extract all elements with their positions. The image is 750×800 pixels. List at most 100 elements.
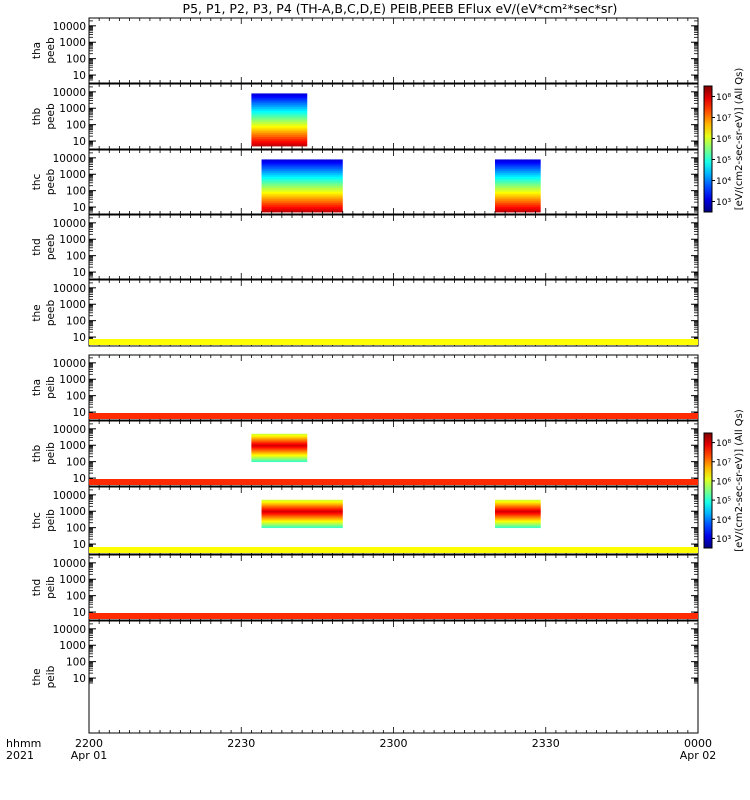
spectrogram-band (251, 121, 308, 124)
spectrogram-band (261, 185, 343, 188)
spectrogram-band (251, 457, 308, 460)
spectrogram-band (495, 499, 541, 502)
y-tick-label: 10 (73, 407, 86, 419)
spectrogram-band (251, 127, 308, 130)
spectrogram-band (495, 176, 541, 179)
spectrogram-band (251, 104, 308, 107)
spectrogram-band (261, 522, 343, 525)
spectrogram-band (495, 504, 541, 507)
panel-thd-peib: 10 100 1000 10000 thd peib (31, 554, 699, 621)
y-tick-label: 10 (73, 202, 86, 214)
y-tick-label: 100 (66, 657, 86, 669)
spectrogram-band (261, 198, 343, 202)
spectrogram-band (495, 165, 541, 168)
spectrogram-band (495, 191, 541, 194)
spectrogram-band (251, 455, 308, 458)
spectrogram-band (251, 93, 308, 96)
spectrogram-band (261, 516, 343, 519)
spectrogram-band (261, 208, 343, 211)
spectrogram-band (251, 434, 308, 437)
spectrogram-band (261, 195, 343, 198)
spectrogram-band (251, 449, 308, 452)
colorbar-gradient (703, 432, 713, 549)
spectrogram-band (251, 140, 308, 143)
panel-product-label: peeb (45, 234, 57, 261)
spectrogram-band (251, 448, 308, 451)
y-tick-label: 100 (66, 54, 86, 66)
panel-frame (88, 620, 699, 734)
chart-title: P5, P1, P2, P3, P4 (TH-A,B,C,D,E) PEIB,P… (183, 1, 618, 16)
spectrogram-block-thb-peeb-0 (251, 93, 308, 147)
colorbar-1: 10³ 10⁴ 10⁵ 10⁶ 10⁷ 10⁸ [eV/(cm2-sec-sr-eV)] (… (703, 409, 745, 552)
spectrogram-band (261, 189, 343, 192)
spectrogram-band (495, 511, 541, 514)
spectrogram-band (251, 440, 308, 443)
x-tick-label: 2230 (227, 737, 255, 750)
colorbar-tick-label: 10⁵ (716, 156, 731, 166)
y-tick-label: 10000 (53, 558, 86, 570)
colorbar-label: [eV/(cm2-sec-sr-eV)] (All Qs) (734, 68, 745, 211)
panel-probe-label: tha (31, 42, 43, 59)
spectrogram-band (495, 519, 541, 522)
spectrogram-band (261, 505, 343, 508)
y-tick-label: 10000 (53, 87, 86, 99)
y-tick-label: 1000 (59, 103, 86, 115)
spectrogram-band (495, 163, 541, 166)
spectrogram-band (261, 172, 343, 175)
spectrogram-band (251, 453, 308, 456)
status-bar-red (89, 479, 698, 485)
spectrogram-band (495, 208, 541, 211)
spectrogram-band (261, 504, 343, 507)
spectrogram-band (495, 161, 541, 164)
x-tick-label: 2200 (75, 737, 103, 750)
spectrogram-band (261, 518, 343, 521)
spectrogram-band (495, 501, 541, 504)
spectrogram-block-thc-peib-0 (261, 499, 343, 529)
spectrogram-band (251, 433, 308, 436)
y-tick-label: 10000 (53, 490, 86, 502)
spectrogram-band (495, 195, 541, 198)
spectrogram-band (261, 508, 343, 511)
spectrogram-band (261, 204, 343, 207)
spectrogram-band (251, 444, 308, 447)
spectrogram-band (495, 514, 541, 517)
spectrogram-band (495, 181, 541, 185)
spectrogram-block-thc-peeb-1 (495, 159, 541, 213)
spectrogram-band (251, 437, 308, 440)
spectrogram-band (251, 452, 308, 455)
spectrogram-band (495, 183, 541, 187)
spectrogram-band (261, 191, 343, 194)
y-tick-label: 100 (66, 591, 86, 603)
spectrogram-band (261, 515, 343, 518)
x-axis-label-line1: hhmm (6, 737, 41, 750)
y-tick-label: 100 (66, 523, 86, 535)
y-tick-label: 10 (73, 267, 86, 279)
panel-product-label: peib (45, 376, 57, 399)
panel-product-label: peeb (45, 103, 57, 130)
spectrogram-band (495, 189, 541, 192)
spectrogram-band (495, 518, 541, 521)
spectrogram-band (251, 97, 308, 100)
spectrogram-band (495, 508, 541, 511)
colorbar-tick-label: 10⁵ (716, 497, 731, 507)
y-tick-label: 100 (66, 316, 86, 328)
y-tick-label: 1000 (59, 37, 86, 49)
panel-thb-peeb: 10 100 1000 10000 thb peeb (31, 83, 699, 150)
colorbar-tick-label: 10³ (716, 198, 731, 208)
panel-probe-label: thc (31, 174, 43, 191)
y-tick-label: 100 (66, 251, 86, 263)
spectrogram-band (495, 187, 541, 190)
colorbar-tick-label: 10⁶ (716, 135, 731, 145)
panel-the-peeb: 10 100 1000 10000 the peeb (31, 279, 699, 347)
spectrogram-band (261, 510, 343, 513)
spectrogram-band (261, 512, 343, 515)
spectrogram-band (261, 187, 343, 190)
spectrogram-band (251, 446, 308, 449)
spectrogram-band (261, 502, 343, 505)
spectrogram-band (261, 206, 343, 209)
y-tick-label: 10 (73, 607, 86, 619)
panel-product-label: peeb (45, 37, 57, 64)
colorbar-tick-label: 10⁴ (716, 516, 731, 526)
spectrogram-band (261, 521, 343, 524)
